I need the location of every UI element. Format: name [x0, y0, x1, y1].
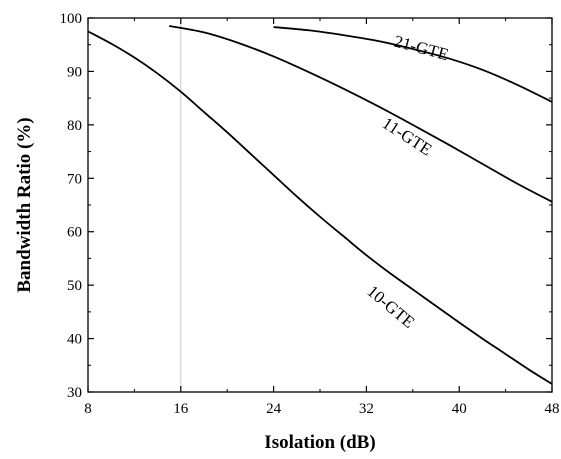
series-label-21-gte: 21-GTE: [392, 32, 451, 65]
y-tick-label: 30: [67, 385, 82, 401]
y-tick-label: 40: [67, 332, 82, 348]
series-label-11-gte: 11-GTE: [379, 113, 436, 159]
series-lines: [87, 25, 553, 385]
axis-ticks: [87, 17, 553, 393]
y-tick-label: 100: [60, 11, 83, 27]
y-tick-label: 90: [67, 64, 82, 80]
series-line-10-gte: [87, 30, 553, 385]
x-tick-label: 32: [359, 401, 374, 417]
x-axis-title: Isolation (dB): [264, 432, 375, 453]
y-tick-label: 60: [67, 225, 82, 241]
y-axis-title: Bandwidth Ratio (%): [14, 117, 35, 292]
series-labels: 10-GTE 11-GTE 21-GTE: [363, 32, 450, 332]
x-tick-label: 48: [545, 401, 560, 417]
x-tick-label: 40: [452, 401, 467, 417]
x-tick-label: 8: [84, 401, 92, 417]
x-tick-label: 24: [266, 401, 282, 417]
y-tick-label: 50: [67, 278, 82, 294]
y-tick-label: 80: [67, 118, 82, 134]
series-line-21-gte: [273, 26, 553, 103]
series-line-11-gte: [169, 25, 553, 203]
y-tick-label: 70: [67, 171, 82, 187]
x-tick-label: 16: [173, 401, 189, 417]
series-label-10-gte: 10-GTE: [363, 282, 418, 332]
tick-labels: 8 16 24 32 40 48 30 40 50 60 70 80 90 100: [60, 11, 560, 417]
